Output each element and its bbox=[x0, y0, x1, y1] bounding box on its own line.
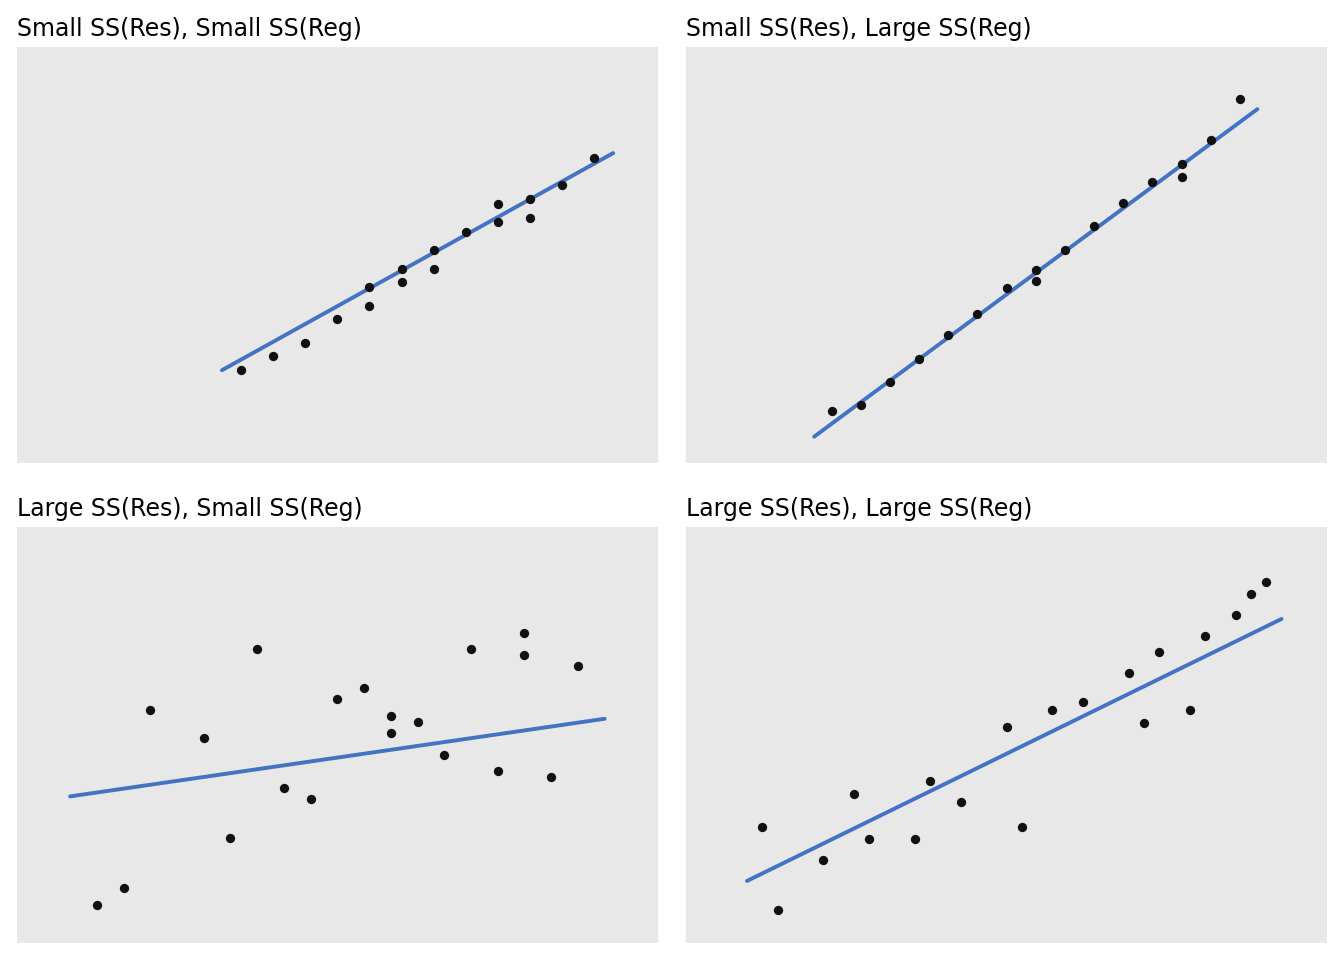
Point bbox=[513, 625, 535, 640]
Point bbox=[391, 275, 413, 290]
Point bbox=[380, 725, 402, 740]
Point bbox=[519, 192, 540, 207]
Point bbox=[1118, 665, 1140, 681]
Point bbox=[996, 281, 1017, 297]
Point bbox=[513, 647, 535, 662]
Point bbox=[1025, 273, 1047, 288]
Point bbox=[194, 731, 215, 746]
Point bbox=[1200, 132, 1222, 148]
Point bbox=[1149, 644, 1171, 660]
Point bbox=[86, 897, 108, 912]
Point bbox=[909, 351, 930, 367]
Point bbox=[821, 403, 843, 419]
Point bbox=[1241, 587, 1262, 602]
Point bbox=[327, 692, 348, 708]
Point bbox=[380, 708, 402, 724]
Point bbox=[751, 819, 773, 834]
Point bbox=[230, 363, 251, 378]
Text: Large SS(Res), Large SS(Reg): Large SS(Res), Large SS(Reg) bbox=[685, 497, 1032, 521]
Point bbox=[1224, 607, 1246, 622]
Point bbox=[583, 150, 605, 165]
Point bbox=[407, 714, 429, 730]
Point bbox=[246, 642, 267, 658]
Point bbox=[1083, 219, 1105, 234]
Point bbox=[294, 335, 316, 350]
Point bbox=[966, 307, 988, 323]
Point bbox=[919, 774, 941, 789]
Point bbox=[300, 791, 321, 806]
Point bbox=[454, 224, 476, 239]
Point bbox=[359, 279, 380, 295]
Point bbox=[950, 794, 972, 809]
Point bbox=[460, 642, 481, 658]
Text: Small SS(Res), Small SS(Reg): Small SS(Res), Small SS(Reg) bbox=[16, 16, 362, 40]
Point bbox=[1073, 694, 1094, 709]
Point bbox=[113, 880, 134, 896]
Point bbox=[767, 902, 789, 918]
Point bbox=[849, 397, 871, 413]
Point bbox=[1011, 819, 1032, 834]
Point bbox=[1179, 703, 1200, 718]
Point bbox=[434, 747, 456, 762]
Point bbox=[359, 298, 380, 313]
Point bbox=[1255, 574, 1277, 589]
Point bbox=[1042, 703, 1063, 718]
Point bbox=[1171, 169, 1192, 184]
Point bbox=[140, 703, 161, 718]
Point bbox=[859, 831, 880, 847]
Point bbox=[551, 178, 573, 193]
Point bbox=[1054, 242, 1075, 257]
Point bbox=[1171, 156, 1192, 172]
Point bbox=[1195, 628, 1216, 643]
Point bbox=[843, 786, 864, 802]
Point bbox=[273, 780, 294, 796]
Point bbox=[327, 312, 348, 327]
Point bbox=[353, 681, 375, 696]
Point bbox=[487, 196, 508, 211]
Point bbox=[879, 374, 900, 390]
Point bbox=[262, 348, 284, 364]
Text: Large SS(Res), Small SS(Reg): Large SS(Res), Small SS(Reg) bbox=[16, 497, 363, 521]
Point bbox=[519, 210, 540, 226]
Point bbox=[996, 719, 1017, 734]
Point bbox=[540, 769, 562, 784]
Point bbox=[423, 261, 445, 276]
Point bbox=[813, 852, 835, 868]
Point bbox=[391, 261, 413, 276]
Point bbox=[487, 215, 508, 230]
Point bbox=[1025, 263, 1047, 278]
Point bbox=[567, 659, 589, 674]
Point bbox=[487, 764, 508, 780]
Point bbox=[938, 327, 960, 343]
Point bbox=[1230, 91, 1251, 107]
Text: Small SS(Res), Large SS(Reg): Small SS(Res), Large SS(Reg) bbox=[685, 16, 1031, 40]
Point bbox=[1113, 195, 1134, 210]
Point bbox=[219, 830, 241, 846]
Point bbox=[905, 831, 926, 847]
Point bbox=[1133, 715, 1154, 731]
Point bbox=[423, 243, 445, 258]
Point bbox=[1141, 175, 1163, 190]
